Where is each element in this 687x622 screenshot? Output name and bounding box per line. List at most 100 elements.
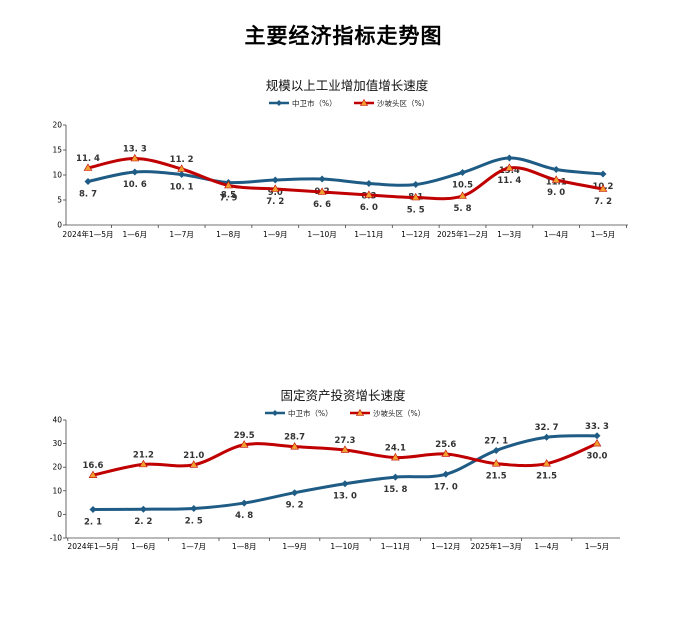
data-label: 11. 2 — [170, 155, 194, 165]
data-point — [89, 505, 97, 513]
x-tick-label: 2025年1—2月 — [437, 229, 488, 239]
data-label: 21.5 — [486, 472, 507, 482]
data-point — [139, 505, 147, 513]
data-point — [177, 164, 186, 172]
data-label: 27. 1 — [484, 436, 508, 446]
data-label: 5. 5 — [407, 206, 425, 216]
data-point — [491, 459, 501, 467]
legend-label: 沙坡头区（%） — [373, 408, 425, 418]
data-point — [543, 433, 551, 441]
data-label: 8.5 — [221, 191, 236, 201]
data-label: 25.6 — [435, 440, 456, 450]
data-label: 9. 2 — [286, 501, 304, 511]
x-tick-label: 1—10月 — [330, 542, 359, 551]
data-label: 24.1 — [385, 444, 406, 454]
data-point — [291, 489, 299, 497]
x-tick-label: 1—6月 — [131, 542, 156, 551]
data-point — [317, 187, 327, 195]
data-point — [83, 163, 93, 171]
y-tick-label: 15 — [52, 146, 62, 155]
data-label: 6. 0 — [360, 203, 378, 213]
legend-marker — [276, 100, 282, 106]
x-tick-label: 1—11月 — [381, 542, 410, 551]
legend-label: 中卫市（%） — [292, 98, 337, 108]
data-point — [598, 184, 608, 192]
data-point — [190, 505, 198, 512]
data-point — [412, 181, 420, 188]
legend-marker — [272, 410, 278, 416]
y-tick-label: 0 — [57, 510, 62, 519]
x-tick-label: 1—3月 — [497, 230, 522, 239]
x-tick-label: 2025年1—3月 — [471, 541, 522, 551]
x-tick-label: 2024年1—5月 — [67, 541, 118, 551]
data-point — [592, 439, 602, 447]
data-point — [552, 166, 560, 173]
data-label: 30.0 — [587, 452, 608, 462]
data-label: 4. 8 — [235, 511, 253, 521]
data-point — [318, 175, 326, 183]
data-label: 15. 8 — [383, 485, 407, 495]
legend-item: 中卫市（%） — [265, 408, 333, 418]
legend-item: 中卫市（%） — [269, 98, 337, 108]
y-tick-label: 0 — [57, 221, 62, 230]
data-point — [365, 180, 373, 187]
data-label: 21.2 — [133, 450, 154, 460]
data-label: 9. 0 — [547, 188, 565, 198]
x-tick-label: 1—8月 — [216, 230, 241, 239]
x-tick-label: 1—8月 — [232, 542, 257, 551]
data-point — [599, 170, 607, 178]
data-label: 13.4 — [499, 166, 520, 176]
data-label: 11. 4 — [76, 154, 100, 164]
data-label: 2. 2 — [134, 517, 152, 527]
series-line — [86, 156, 605, 187]
data-label: 5. 8 — [454, 204, 472, 214]
x-tick-label: 1—6月 — [123, 230, 148, 239]
x-tick-label: 1—9月 — [282, 542, 307, 551]
data-label: 11. 4 — [497, 176, 521, 186]
data-point — [391, 473, 399, 481]
legend-item: 沙坡头区（%） — [354, 98, 429, 108]
data-point — [492, 446, 500, 454]
data-point — [442, 470, 450, 478]
data-label: 2. 1 — [84, 517, 102, 527]
data-point — [270, 184, 280, 192]
chart-title: 规模以上工业增加值增长速度 — [266, 78, 429, 93]
data-label: 7. 2 — [594, 197, 612, 207]
data-point — [131, 168, 139, 176]
y-tick-label: 20 — [52, 463, 62, 472]
x-tick-label: 1—4月 — [534, 542, 559, 551]
data-point — [340, 445, 350, 453]
data-point — [459, 169, 467, 176]
x-tick-label: 1—7月 — [169, 230, 194, 239]
data-point — [84, 178, 92, 185]
data-point — [505, 163, 514, 171]
data-point — [240, 499, 248, 507]
data-label: 27.3 — [335, 436, 356, 446]
data-label: 16.6 — [83, 461, 104, 471]
data-label: 8. 7 — [79, 190, 97, 200]
x-tick-label: 1—5月 — [585, 542, 610, 551]
data-point — [542, 459, 551, 467]
data-label: 32. 7 — [535, 423, 559, 433]
data-point — [189, 460, 199, 468]
data-point — [391, 452, 400, 461]
data-label: 10.5 — [452, 181, 473, 191]
x-tick-label: 1—12月 — [401, 230, 430, 239]
data-point — [364, 190, 374, 198]
data-label: 28.7 — [284, 433, 305, 443]
data-label: 29.5 — [234, 431, 255, 441]
data-label: 21.5 — [536, 472, 557, 482]
data-label: 10. 1 — [170, 183, 194, 193]
data-label: 13. 0 — [333, 492, 357, 502]
y-tick-label: 30 — [52, 439, 62, 448]
data-label: 10. 6 — [123, 180, 147, 190]
y-tick-label: 5 — [57, 196, 62, 205]
data-label: 6. 6 — [313, 200, 331, 210]
data-point — [290, 442, 299, 450]
data-point — [593, 432, 601, 440]
data-point — [341, 480, 349, 488]
data-point — [139, 459, 148, 468]
y-tick-label: 10 — [52, 486, 62, 495]
y-tick-label: -10 — [50, 534, 62, 543]
